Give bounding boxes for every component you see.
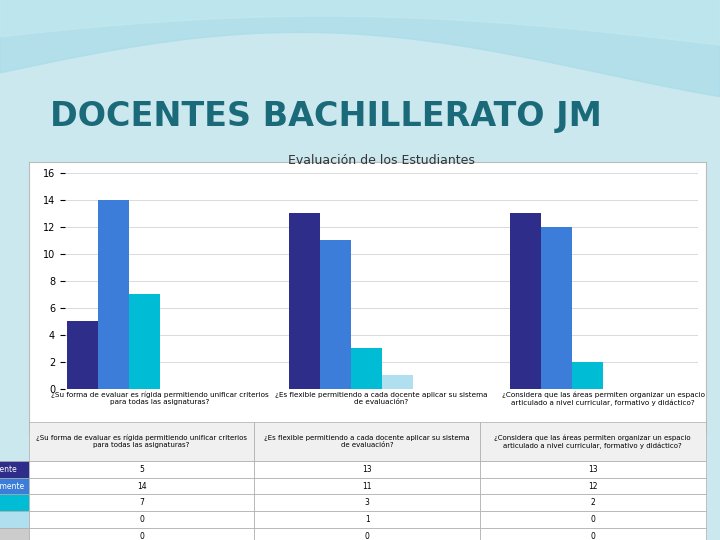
Bar bbox=[541, 227, 572, 389]
Bar bbox=[129, 294, 160, 389]
Bar bbox=[67, 321, 98, 389]
Text: DOCENTES BACHILLERATO JM: DOCENTES BACHILLERATO JM bbox=[50, 100, 602, 133]
Bar bbox=[351, 348, 382, 389]
Bar bbox=[320, 240, 351, 389]
Bar bbox=[98, 200, 129, 389]
Bar bbox=[572, 362, 603, 389]
Bar bbox=[510, 213, 541, 389]
Bar bbox=[289, 213, 320, 389]
Title: Evaluación de los Estudiantes: Evaluación de los Estudiantes bbox=[288, 154, 475, 167]
Bar bbox=[382, 375, 413, 389]
